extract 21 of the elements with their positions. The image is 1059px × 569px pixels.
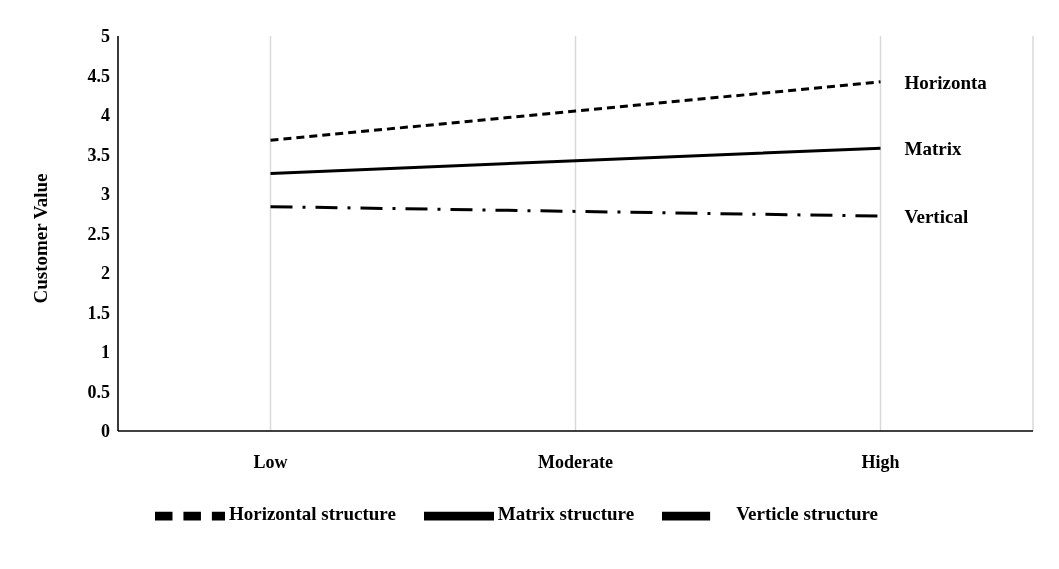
annotation: Horizonta: [904, 71, 988, 93]
legend-label: Verticle structure: [736, 503, 879, 525]
y-tick-label: 0.5: [87, 381, 110, 402]
legend-label: Matrix structure: [497, 503, 635, 525]
x-tick-label: Moderate: [538, 451, 613, 472]
y-tick-label: 1: [101, 342, 110, 363]
y-tick-label: 1.5: [87, 302, 110, 323]
y-tick-label: 4: [101, 105, 110, 126]
y-tick-label: 3.5: [87, 144, 110, 165]
y-tick-label: 2: [101, 263, 110, 284]
legend-label: Horizontal structure: [228, 503, 396, 525]
y-axis-title: Customer Value: [29, 173, 51, 304]
y-tick-label: 4.5: [87, 65, 110, 86]
x-tick-label: Low: [253, 451, 288, 472]
annotation: Matrix: [904, 137, 962, 159]
x-tick-label: High: [861, 451, 900, 472]
annotation: Vertical: [904, 205, 969, 227]
y-tick-label: 0: [101, 421, 110, 442]
y-tick-label: 3: [101, 184, 110, 205]
y-tick-label: 2.5: [87, 223, 110, 244]
y-tick-label: 5: [101, 26, 110, 47]
